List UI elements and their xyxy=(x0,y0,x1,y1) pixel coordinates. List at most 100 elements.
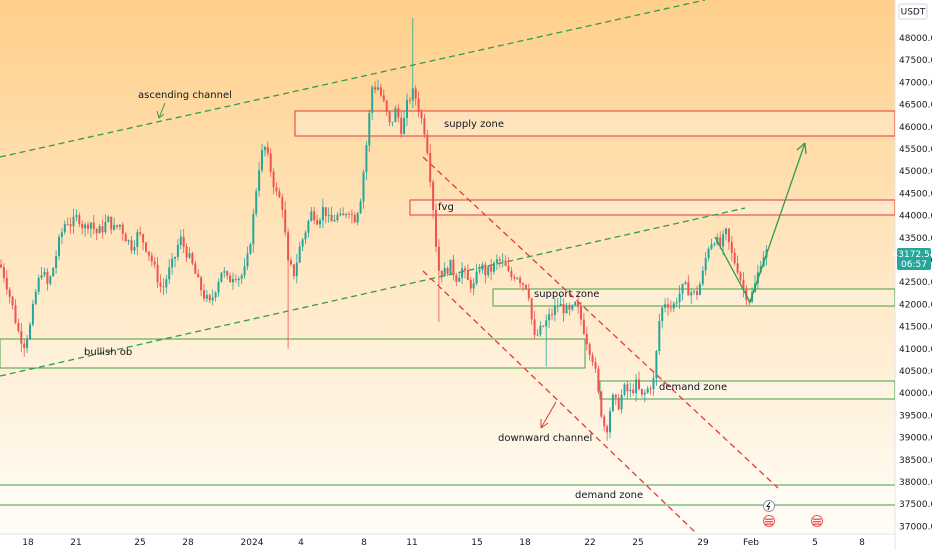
supply-zone-box[interactable] xyxy=(294,110,895,137)
candle-body xyxy=(217,282,220,293)
candle-body xyxy=(730,242,733,253)
candle-body xyxy=(498,259,501,261)
candle-body xyxy=(620,394,623,410)
projection-arrow-line[interactable] xyxy=(714,142,806,304)
candle-body xyxy=(0,264,2,268)
time-tick-label: 25 xyxy=(134,538,145,548)
candle-body xyxy=(649,388,652,390)
fvg-box[interactable] xyxy=(409,199,895,216)
candle-body xyxy=(290,260,292,265)
candle-body xyxy=(368,112,371,146)
candle-body xyxy=(52,267,55,277)
candle-body xyxy=(458,277,461,282)
candle-body xyxy=(493,262,495,272)
candle-body xyxy=(742,279,745,289)
downward-channel-upper[interactable] xyxy=(422,156,779,489)
candle-body xyxy=(269,153,272,172)
price-tick-label: 39000.00 xyxy=(899,434,932,444)
currency-badge-box[interactable] xyxy=(898,3,928,20)
candle-body xyxy=(736,263,739,273)
candle-body xyxy=(638,379,640,389)
candle-body xyxy=(545,320,548,327)
candle-body xyxy=(739,272,742,280)
time-tick-label: 18 xyxy=(22,538,34,548)
candle-body xyxy=(707,248,710,259)
candle-body xyxy=(667,304,669,308)
candle-body xyxy=(513,277,516,279)
candle-body xyxy=(220,272,223,283)
candle-body xyxy=(223,271,226,273)
candle-body xyxy=(113,225,116,230)
candle-body xyxy=(243,266,246,276)
demand-zone-box-2[interactable] xyxy=(0,484,900,506)
candle-body xyxy=(594,362,597,369)
candle-body xyxy=(319,220,321,225)
candle-body xyxy=(171,258,174,268)
candle-body xyxy=(37,277,40,292)
us-flag-event-icon[interactable] xyxy=(763,515,775,527)
candle-body xyxy=(574,302,577,306)
currency-badge: USDT xyxy=(901,8,926,18)
candle-body xyxy=(400,117,403,134)
candle-body xyxy=(469,280,472,289)
candle-body xyxy=(87,224,89,229)
candle-body xyxy=(429,152,432,182)
candle-body xyxy=(606,426,609,433)
time-tick-label: Feb xyxy=(743,538,759,548)
candle-body xyxy=(704,258,707,271)
candle-body xyxy=(156,264,159,283)
candle-body xyxy=(98,226,101,234)
price-tick-label: 37500.00 xyxy=(899,500,932,510)
candle-body xyxy=(487,266,490,276)
support-zone-box[interactable] xyxy=(492,288,895,307)
ascending-channel-upper[interactable] xyxy=(0,0,706,158)
candle-body xyxy=(490,266,493,272)
candle-body xyxy=(2,267,5,278)
price-tick-label: 41500.00 xyxy=(899,323,932,333)
candle-body xyxy=(533,319,536,336)
candle-body xyxy=(92,222,95,229)
candle-body xyxy=(229,275,232,283)
candle-body xyxy=(339,213,342,216)
candle-body xyxy=(252,213,255,245)
time-tick-label: 15 xyxy=(471,538,482,548)
candle-body xyxy=(504,260,507,266)
candle-body xyxy=(565,305,568,314)
candle-body xyxy=(336,215,339,221)
time-tick-label: 11 xyxy=(406,538,417,548)
time-tick-label: 5 xyxy=(812,538,818,548)
candle-body xyxy=(669,307,672,309)
downward-channel-lower[interactable] xyxy=(422,270,696,533)
ascending-channel-lower[interactable] xyxy=(0,207,746,377)
candle-body xyxy=(174,256,176,259)
projection-arrowhead-icon xyxy=(796,142,807,155)
candle-body xyxy=(58,236,60,257)
candle-body xyxy=(417,98,420,113)
candle-body xyxy=(321,207,324,221)
candle-body xyxy=(411,88,414,101)
price-tick-label: 38500.00 xyxy=(899,456,932,466)
candle-body xyxy=(60,232,63,237)
candle-body xyxy=(284,209,287,233)
price-axis-ticks: 48000.00 47500.00 47000.00 46500.00 46000.00… xyxy=(899,34,932,532)
demand-zone-box-1[interactable] xyxy=(599,380,895,400)
candle-body xyxy=(11,296,14,306)
candle-body xyxy=(261,150,263,171)
candle-body xyxy=(698,284,701,295)
flash-event-icon[interactable] xyxy=(763,500,775,512)
candle-body xyxy=(214,292,217,298)
candle-body xyxy=(298,246,301,263)
time-tick-label: 18 xyxy=(519,538,531,548)
time-axis-background xyxy=(0,534,895,550)
candle-body xyxy=(472,283,475,289)
time-tick-label: 21 xyxy=(70,538,81,548)
candle-body xyxy=(701,270,704,285)
candle-body xyxy=(640,388,643,395)
candle-body xyxy=(464,268,466,271)
candle-body xyxy=(420,112,423,118)
candle-body xyxy=(301,239,304,247)
candle-body xyxy=(478,270,481,272)
us-flag-event-icon-2[interactable] xyxy=(811,515,823,527)
